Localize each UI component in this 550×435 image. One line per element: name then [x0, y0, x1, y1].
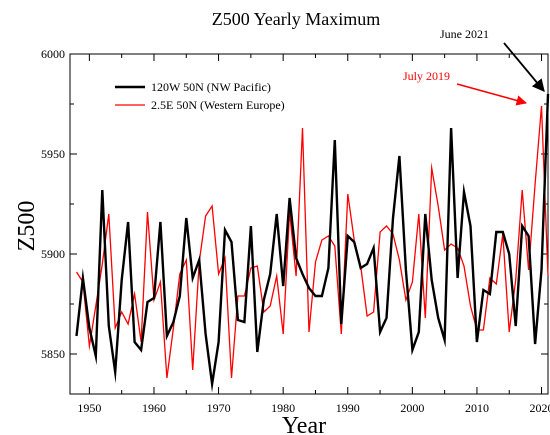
x-tick-label: 2000 [400, 401, 424, 415]
x-tick-label: 1960 [142, 401, 166, 415]
series-line-nw-pacific [75, 93, 550, 393]
annotation-july-2019-label: July 2019 [403, 69, 450, 83]
y-tick-label: 5900 [41, 247, 65, 261]
y-tick-label: 6000 [41, 47, 65, 61]
chart-title: Z500 Yearly Maximum [212, 9, 381, 29]
x-tick-label: 2020 [530, 401, 550, 415]
legend-label-nw-pacific: 120W 50N (NW Pacific) [151, 80, 271, 94]
x-tick-label: 1990 [336, 401, 360, 415]
plot-frame [69, 53, 549, 395]
x-tick-label: 1980 [271, 401, 295, 415]
annotation-july-2019-arrow [456, 83, 528, 106]
legend: 120W 50N (NW Pacific) 2.5E 50N (Western … [115, 80, 285, 112]
annotation-june-2021-arrow [503, 42, 545, 92]
x-tick-label: 2010 [465, 401, 489, 415]
x-axis: 1950 1960 1970 1980 1990 2000 2010 2020 [77, 54, 550, 415]
annotation-july-2019: July 2019 [403, 69, 528, 106]
series-layer [75, 93, 550, 393]
x-tick-label: 1950 [77, 401, 101, 415]
y-axis-label: Z500 [14, 201, 40, 252]
y-tick-label: 5950 [41, 147, 65, 161]
x-tick-label: 1970 [207, 401, 231, 415]
annotation-june-2021: June 2021 [440, 27, 545, 92]
y-tick-label: 5850 [41, 347, 65, 361]
annotation-june-2021-label: June 2021 [440, 27, 489, 41]
legend-label-western-europe: 2.5E 50N (Western Europe) [151, 98, 285, 112]
x-axis-label: Year [282, 413, 326, 435]
